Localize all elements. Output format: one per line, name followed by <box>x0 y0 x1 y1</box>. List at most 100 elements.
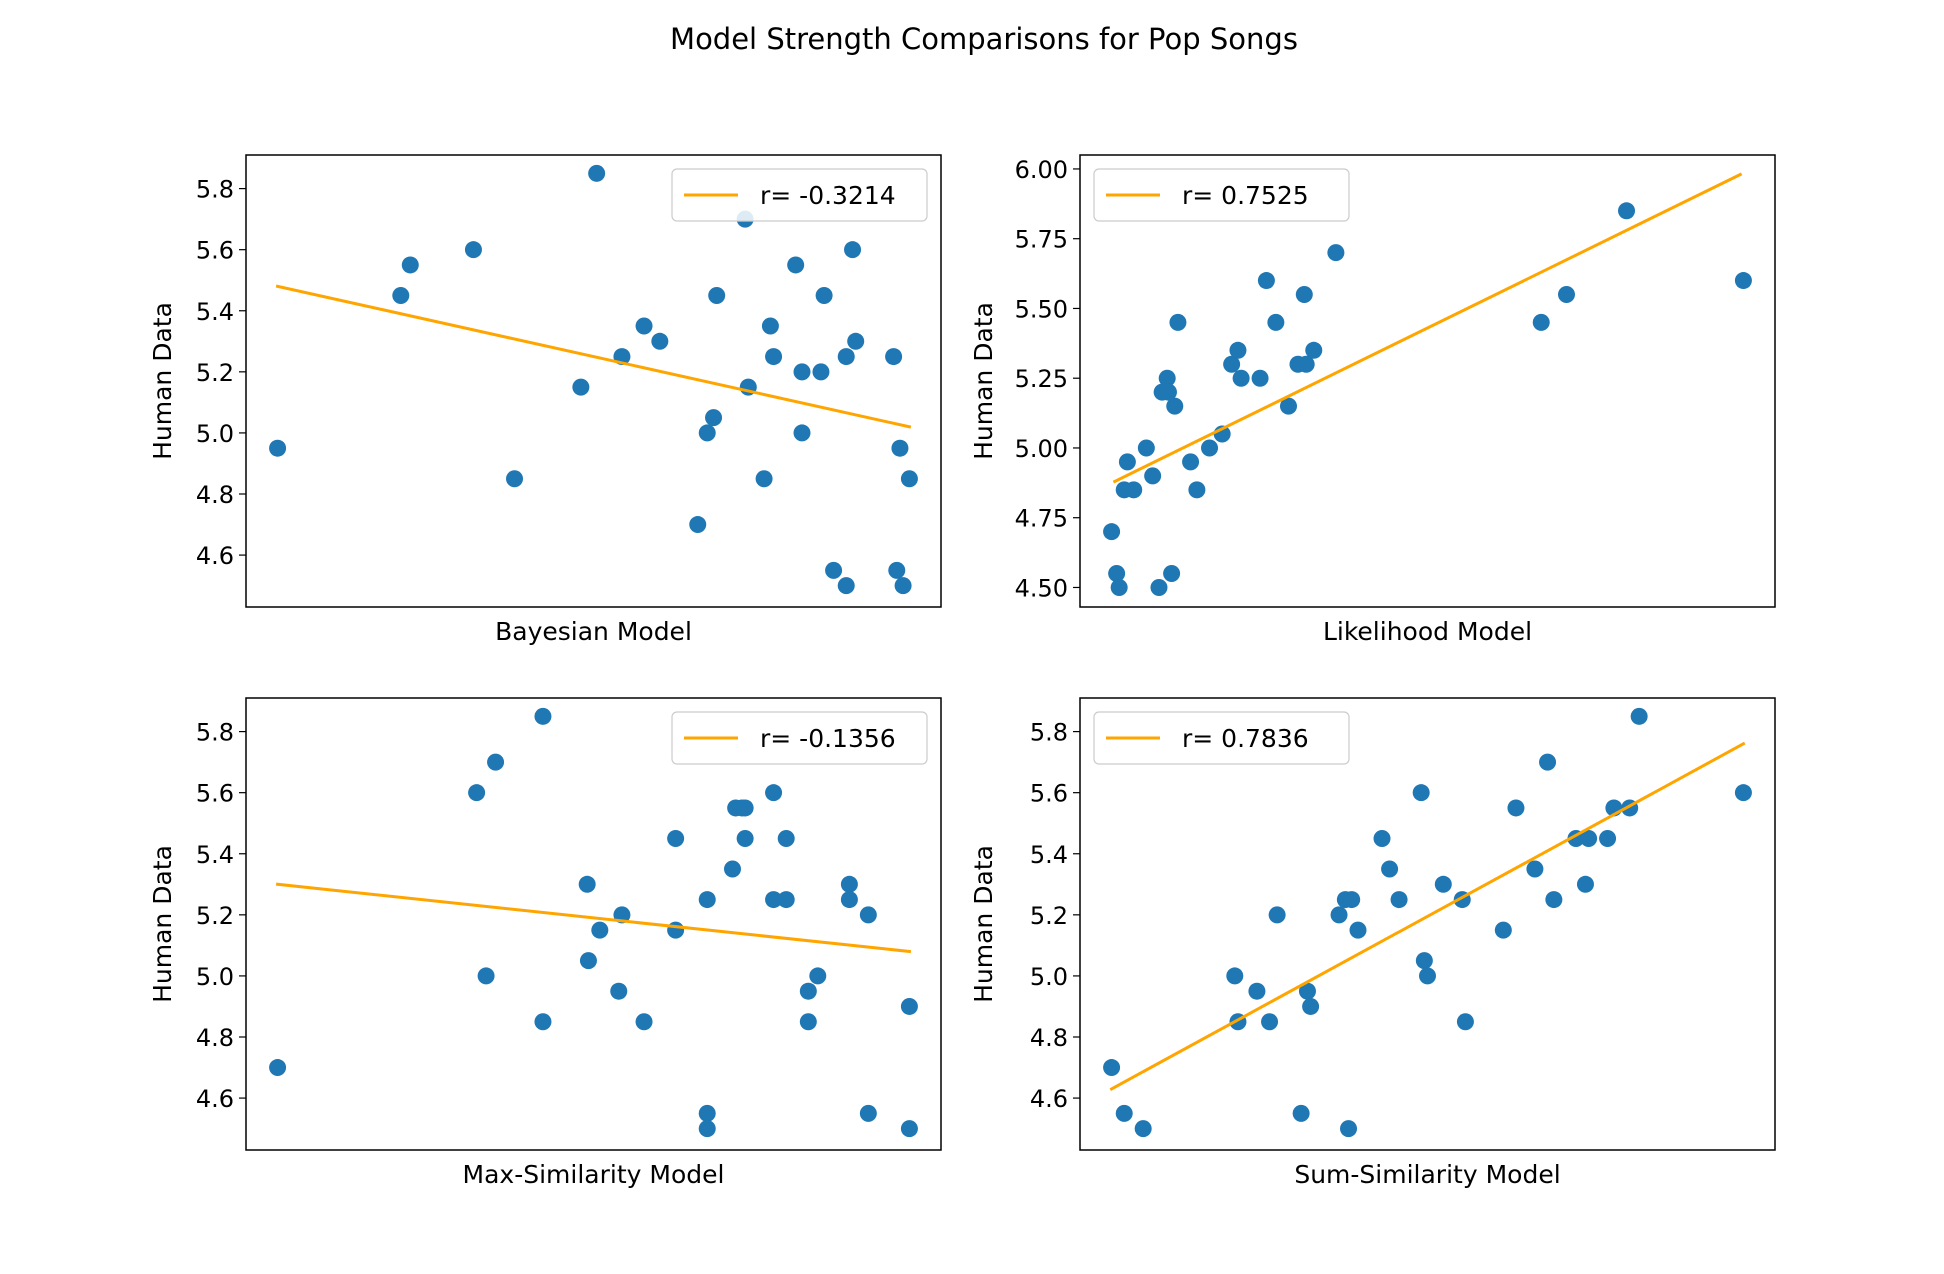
data-point <box>1297 355 1315 373</box>
y-tick-label: 6.00 <box>1015 156 1068 184</box>
legend-frame <box>671 168 928 222</box>
data-point <box>698 1120 716 1138</box>
data-point <box>1150 578 1168 596</box>
data-point <box>793 424 811 442</box>
y-tick-label: 4.8 <box>196 481 234 509</box>
data-point <box>1267 313 1285 331</box>
data-point <box>689 516 707 534</box>
y-tick-label: 5.4 <box>196 841 234 869</box>
data-point <box>799 1013 817 1031</box>
data-point <box>844 241 862 259</box>
data-point <box>1434 875 1452 893</box>
y-tick-label: 5.0 <box>196 420 234 448</box>
legend: r= -0.3214 <box>671 168 928 222</box>
data-point <box>1340 1120 1358 1138</box>
y-axis-label: Human Data <box>148 845 177 1003</box>
data-point <box>1118 453 1136 471</box>
data-point <box>809 967 827 985</box>
data-point <box>1456 1013 1474 1031</box>
figure-title: Model Strength Comparisons for Pop Songs <box>670 22 1298 56</box>
data-point <box>705 409 723 427</box>
legend-frame <box>1093 711 1350 765</box>
data-point <box>1415 952 1433 970</box>
data-point <box>859 906 877 924</box>
data-point <box>1373 829 1391 847</box>
data-point <box>793 363 811 381</box>
y-tick-label: 5.2 <box>196 902 234 930</box>
legend-label: r= 0.7525 <box>1182 181 1309 210</box>
data-point <box>840 875 858 893</box>
data-point <box>1734 272 1752 290</box>
legend: r= 0.7525 <box>1093 168 1350 222</box>
data-point <box>468 784 486 802</box>
data-point <box>1166 397 1184 415</box>
y-tick-label: 5.4 <box>1030 841 1068 869</box>
data-point <box>837 577 855 595</box>
data-point <box>1257 272 1275 290</box>
data-point <box>1580 829 1598 847</box>
data-point <box>1298 982 1316 1000</box>
y-tick-label: 5.8 <box>196 176 234 204</box>
data-point <box>635 317 653 335</box>
plot-frame <box>245 154 942 608</box>
data-point <box>1137 439 1155 457</box>
data-point <box>1507 799 1525 817</box>
y-tick-label: 5.6 <box>196 780 234 808</box>
data-point <box>1734 784 1752 802</box>
data-point <box>269 439 287 457</box>
data-point <box>1599 829 1617 847</box>
data-point <box>591 921 609 939</box>
fit-line <box>275 882 912 954</box>
data-point <box>1412 784 1430 802</box>
data-point <box>1108 565 1126 583</box>
data-point <box>885 348 903 366</box>
data-point <box>667 829 685 847</box>
data-point <box>1343 891 1361 909</box>
y-tick-label: 4.6 <box>196 1085 234 1113</box>
data-point <box>891 439 909 457</box>
data-point <box>1134 1120 1152 1138</box>
data-point <box>572 378 590 396</box>
x-axis-label: Likelihood Model <box>1323 617 1532 646</box>
data-point <box>900 470 918 488</box>
fit-line <box>275 284 912 429</box>
y-tick-label: 5.50 <box>1015 295 1068 323</box>
data-point <box>579 952 597 970</box>
data-point <box>1494 921 1512 939</box>
data-point <box>1144 467 1162 485</box>
data-point <box>1618 202 1636 220</box>
legend: r= -0.1356 <box>671 711 928 765</box>
data-point <box>1103 523 1121 541</box>
x-axis-label: Bayesian Model <box>495 617 692 646</box>
data-point <box>1201 439 1219 457</box>
y-tick-label: 5.00 <box>1015 435 1068 463</box>
data-point <box>401 256 419 274</box>
fit-line <box>1112 172 1743 484</box>
legend-label: r= -0.3214 <box>760 181 896 210</box>
legend: r= 0.7836 <box>1093 711 1350 765</box>
data-point <box>1558 286 1575 304</box>
data-point <box>1169 313 1187 331</box>
data-point <box>698 1104 716 1122</box>
y-tick-label: 5.75 <box>1015 226 1068 254</box>
fit-line <box>1109 741 1746 1091</box>
data-point <box>787 256 805 274</box>
data-point <box>635 1013 653 1031</box>
y-tick-label: 4.50 <box>1015 574 1068 602</box>
data-point <box>269 1059 287 1077</box>
y-tick-label: 4.75 <box>1015 505 1068 533</box>
y-axis-label: Human Data <box>148 302 177 460</box>
data-point <box>1630 707 1648 725</box>
data-point <box>588 164 606 182</box>
y-tick-label: 4.6 <box>196 542 234 570</box>
data-point <box>765 348 783 366</box>
subplot-2: 4.50 4.75 5.00 5.25 5.50 5.75 6.00 Likelihood M… <box>969 154 1776 646</box>
data-point <box>534 1013 552 1031</box>
data-point <box>1226 967 1244 985</box>
data-point <box>1125 481 1143 499</box>
data-point <box>698 891 716 909</box>
legend-frame <box>671 711 928 765</box>
data-point <box>1330 906 1348 924</box>
data-point <box>487 753 505 771</box>
data-point <box>651 332 669 350</box>
